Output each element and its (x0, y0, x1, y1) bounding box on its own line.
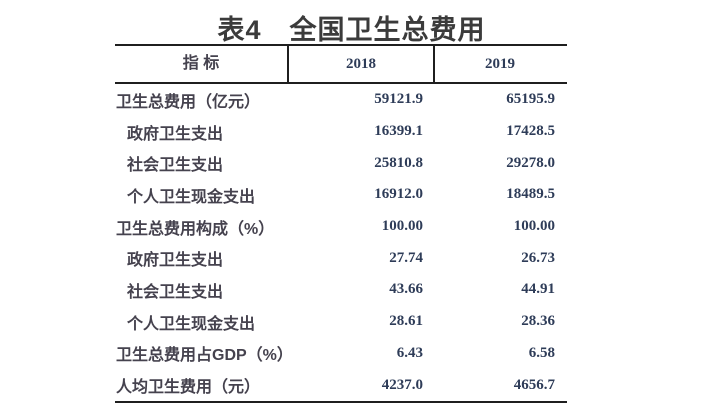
row-value-2019: 4656.7 (513, 376, 555, 393)
row-value-2018: 43.66 (389, 281, 423, 298)
table-row: 人均卫生费用（元） 4237.0 4656.7 (115, 369, 567, 401)
table-row: 卫生总费用占GDP（%） 6.43 6.58 (115, 338, 567, 370)
row-value-2019: 18489.5 (506, 186, 555, 203)
table-row: 政府卫生支出 16399.1 17428.5 (115, 116, 567, 148)
row-label: 个人卫生现金支出 (127, 188, 256, 206)
row-value-2019: 26.73 (521, 249, 555, 266)
row-label: 个人卫生现金支出 (127, 315, 256, 333)
row-label: 卫生总费用占GDP（%） (116, 347, 293, 365)
row-value-2018: 28.61 (389, 313, 423, 330)
row-value-2019: 6.58 (528, 344, 555, 361)
row-value-2019: 29278.0 (506, 154, 555, 171)
row-value-2019: 28.36 (521, 313, 555, 330)
row-value-2018: 16912.0 (374, 186, 423, 203)
row-value-2018: 25810.8 (374, 154, 423, 171)
row-value-2019: 17428.5 (506, 123, 555, 140)
row-value-2019: 65195.9 (506, 91, 555, 108)
table-body: 卫生总费用（亿元） 59121.9 65195.9 政府卫生支出 16399.1… (115, 84, 567, 401)
table-row: 卫生总费用构成（%） 100.00 100.00 (115, 211, 567, 243)
table-row: 个人卫生现金支出 28.61 28.36 (115, 306, 567, 338)
table-row: 卫生总费用（亿元） 59121.9 65195.9 (115, 84, 567, 116)
row-label: 人均卫生费用（元） (116, 379, 261, 397)
table-row: 政府卫生支出 27.74 26.73 (115, 242, 567, 274)
row-value-2019: 100.00 (513, 218, 555, 235)
header-indicator: 指 标 (115, 46, 289, 82)
row-label: 社会卫生支出 (127, 283, 224, 301)
table-title: 表4 全国卫生总费用 (217, 15, 486, 45)
header-year-2019: 2019 (485, 56, 515, 72)
health-expenditure-table: 指 标 2018 2019 卫生总费用（亿元） 59121.9 65195.9 … (115, 44, 567, 403)
row-value-2018: 59121.9 (374, 91, 423, 108)
table-header-row: 指 标 2018 2019 (115, 44, 567, 84)
row-label: 卫生总费用构成（%） (116, 220, 275, 238)
row-value-2018: 27.74 (389, 249, 423, 266)
row-value-2018: 6.43 (396, 344, 423, 361)
row-label: 政府卫生支出 (127, 125, 224, 143)
table-row: 个人卫生现金支出 16912.0 18489.5 (115, 179, 567, 211)
row-label: 社会卫生支出 (127, 157, 224, 175)
row-value-2019: 44.91 (521, 281, 555, 298)
row-value-2018: 100.00 (381, 218, 423, 235)
row-label: 卫生总费用（亿元） (116, 93, 261, 111)
row-value-2018: 16399.1 (374, 123, 423, 140)
header-year-2018: 2018 (289, 46, 435, 82)
table-row: 社会卫生支出 25810.8 29278.0 (115, 147, 567, 179)
row-label: 政府卫生支出 (127, 252, 224, 270)
table-row: 社会卫生支出 43.66 44.91 (115, 274, 567, 306)
row-value-2018: 4237.0 (381, 376, 423, 393)
